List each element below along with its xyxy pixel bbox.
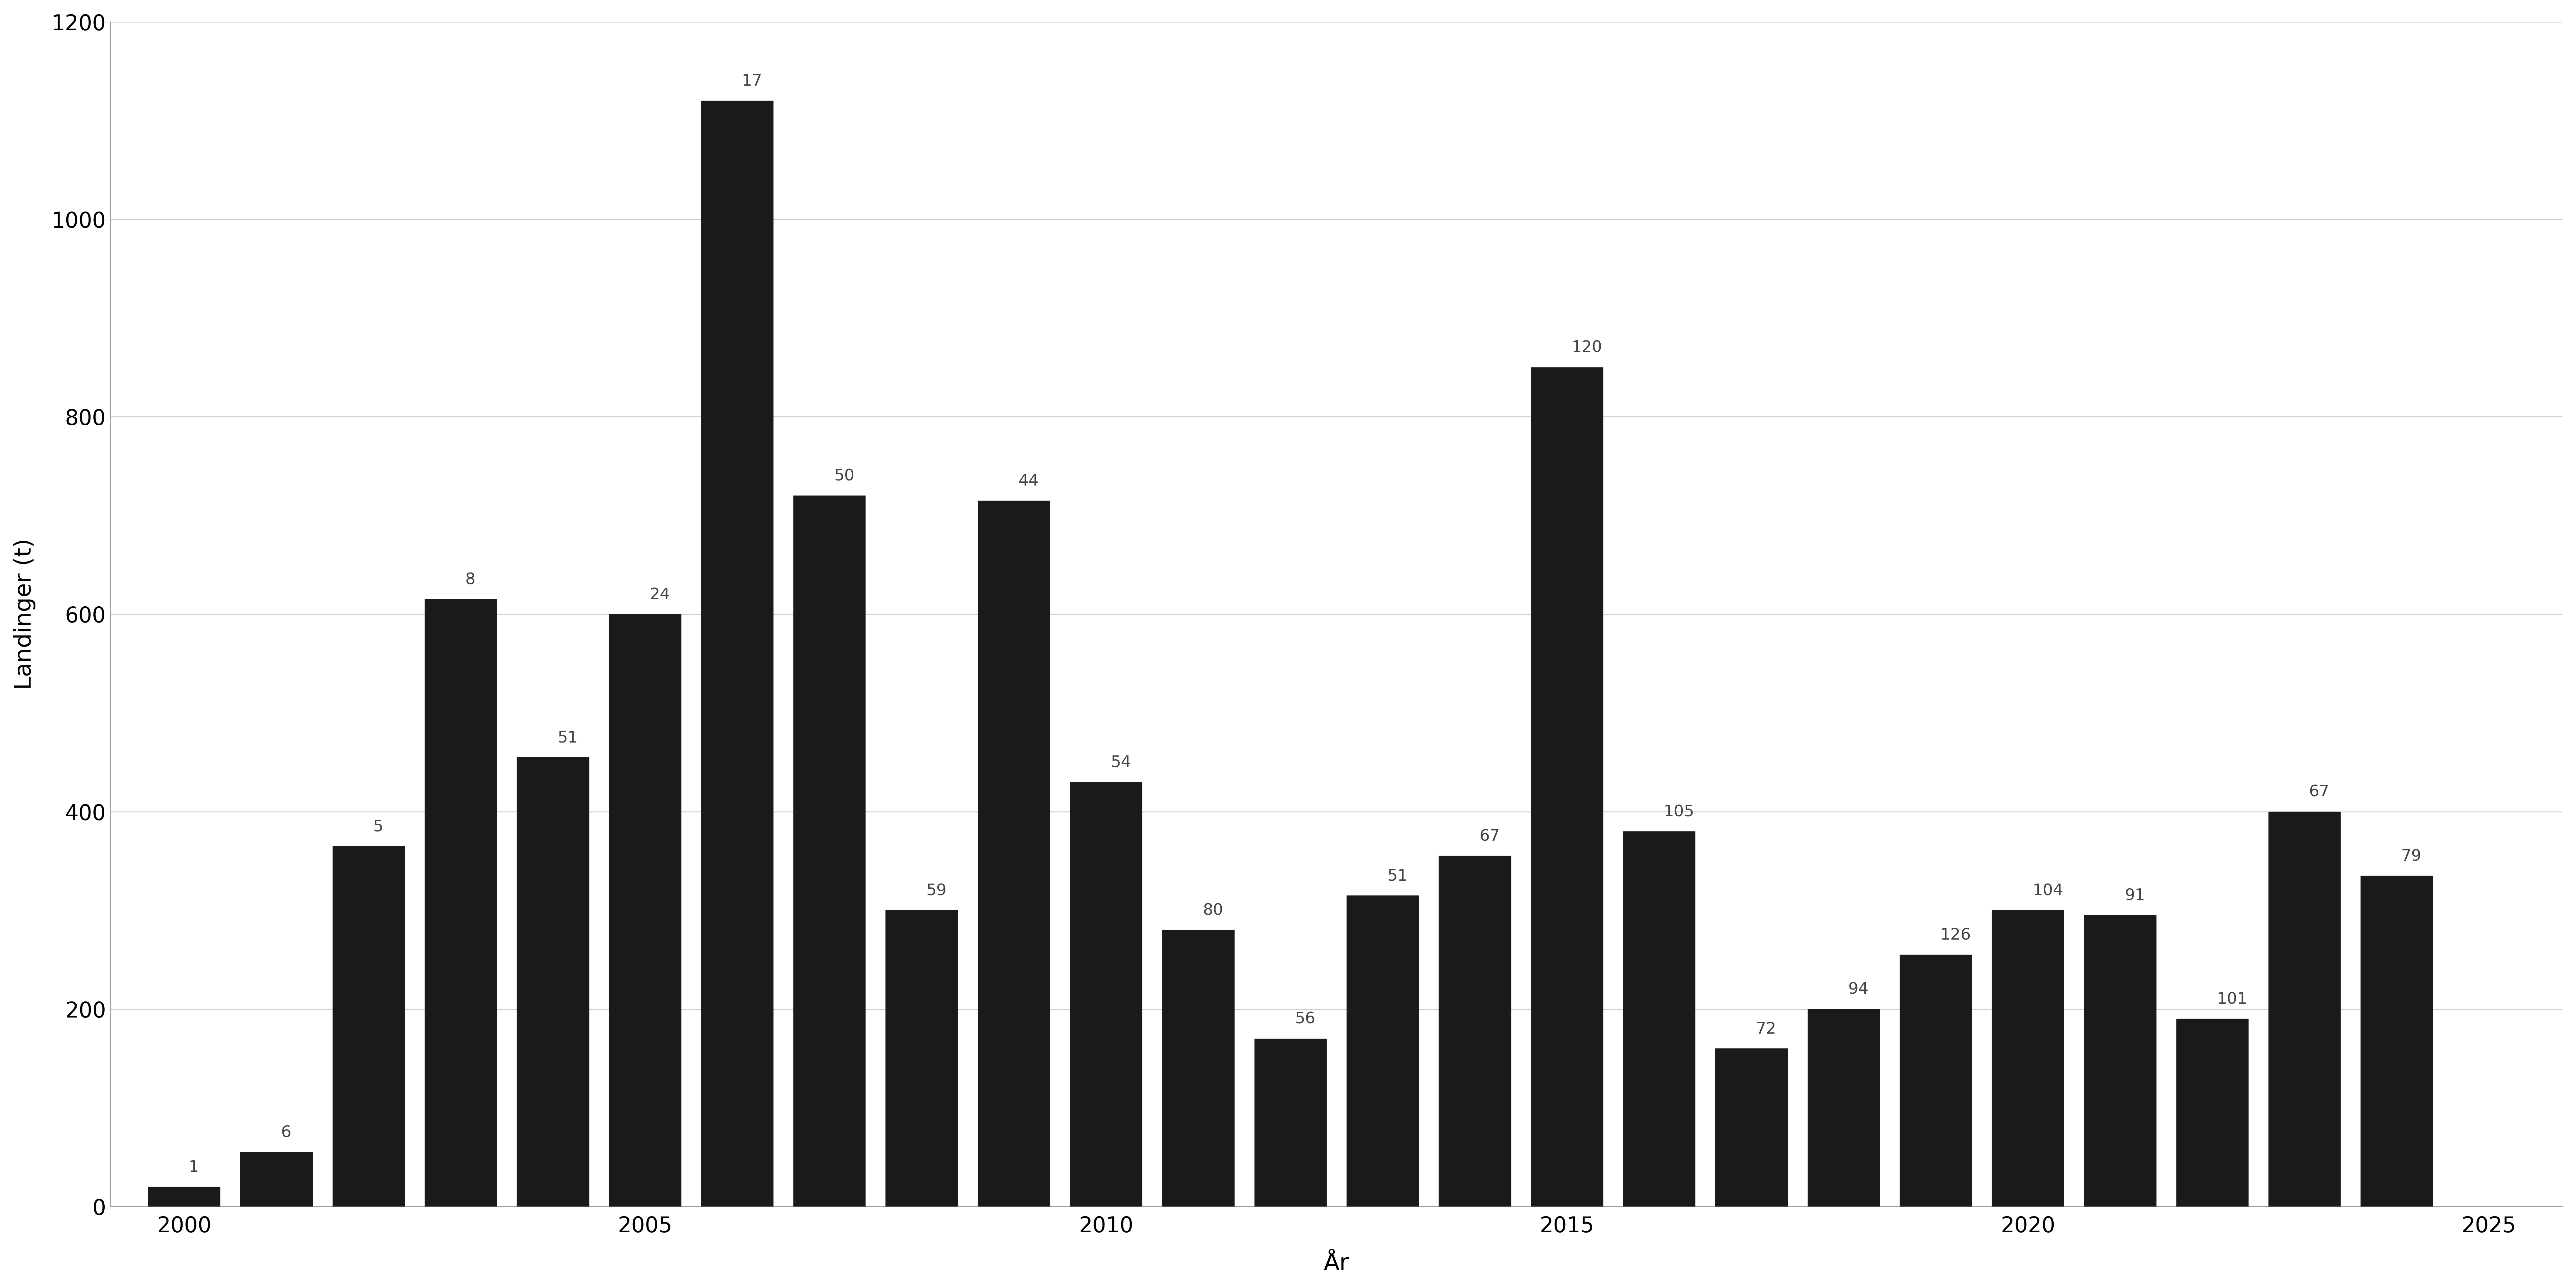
Text: 6: 6 bbox=[281, 1124, 291, 1140]
Text: 59: 59 bbox=[927, 884, 945, 899]
Text: 5: 5 bbox=[374, 819, 384, 835]
Text: 67: 67 bbox=[2308, 784, 2329, 800]
Text: 105: 105 bbox=[1664, 804, 1695, 819]
Bar bbox=[1623, 831, 1695, 1207]
Text: 94: 94 bbox=[1847, 981, 1868, 997]
Bar bbox=[149, 1186, 219, 1207]
Bar bbox=[979, 501, 1051, 1207]
Bar bbox=[425, 599, 497, 1207]
Bar bbox=[240, 1153, 312, 1207]
Text: 24: 24 bbox=[649, 587, 670, 603]
Bar bbox=[2360, 876, 2432, 1207]
Text: 91: 91 bbox=[2125, 887, 2146, 903]
Bar bbox=[2269, 811, 2342, 1207]
Bar bbox=[1899, 954, 1971, 1207]
Text: 79: 79 bbox=[2401, 849, 2421, 864]
Text: 101: 101 bbox=[2218, 992, 2246, 1007]
Bar bbox=[1440, 857, 1510, 1207]
Text: 1: 1 bbox=[188, 1159, 198, 1175]
Bar bbox=[1347, 895, 1419, 1207]
Bar bbox=[701, 100, 773, 1207]
Bar bbox=[332, 846, 404, 1207]
Text: 51: 51 bbox=[556, 730, 577, 746]
Bar bbox=[1162, 930, 1234, 1207]
Text: 8: 8 bbox=[466, 572, 477, 587]
Text: 72: 72 bbox=[1757, 1021, 1777, 1037]
Bar bbox=[2084, 916, 2156, 1207]
Text: 54: 54 bbox=[1110, 755, 1131, 770]
Bar bbox=[518, 757, 590, 1207]
Text: 44: 44 bbox=[1018, 473, 1038, 488]
Y-axis label: Landinger (t): Landinger (t) bbox=[13, 538, 36, 690]
Bar bbox=[1530, 367, 1602, 1207]
Text: 67: 67 bbox=[1479, 828, 1499, 844]
Text: 50: 50 bbox=[835, 469, 855, 484]
Bar bbox=[1991, 911, 2063, 1207]
Text: 51: 51 bbox=[1386, 868, 1406, 884]
Text: 126: 126 bbox=[1940, 927, 1971, 943]
Text: 104: 104 bbox=[2032, 884, 2063, 899]
Text: 80: 80 bbox=[1203, 903, 1224, 918]
Bar bbox=[2177, 1019, 2249, 1207]
Text: 17: 17 bbox=[742, 73, 762, 89]
Text: 120: 120 bbox=[1571, 340, 1602, 355]
Bar bbox=[1716, 1048, 1788, 1207]
Bar bbox=[793, 496, 866, 1207]
X-axis label: År: År bbox=[1324, 1252, 1350, 1275]
Bar bbox=[886, 911, 958, 1207]
Bar bbox=[1255, 1038, 1327, 1207]
Text: 56: 56 bbox=[1296, 1011, 1316, 1027]
Bar bbox=[608, 614, 680, 1207]
Bar bbox=[1808, 1009, 1880, 1207]
Bar bbox=[1069, 782, 1141, 1207]
